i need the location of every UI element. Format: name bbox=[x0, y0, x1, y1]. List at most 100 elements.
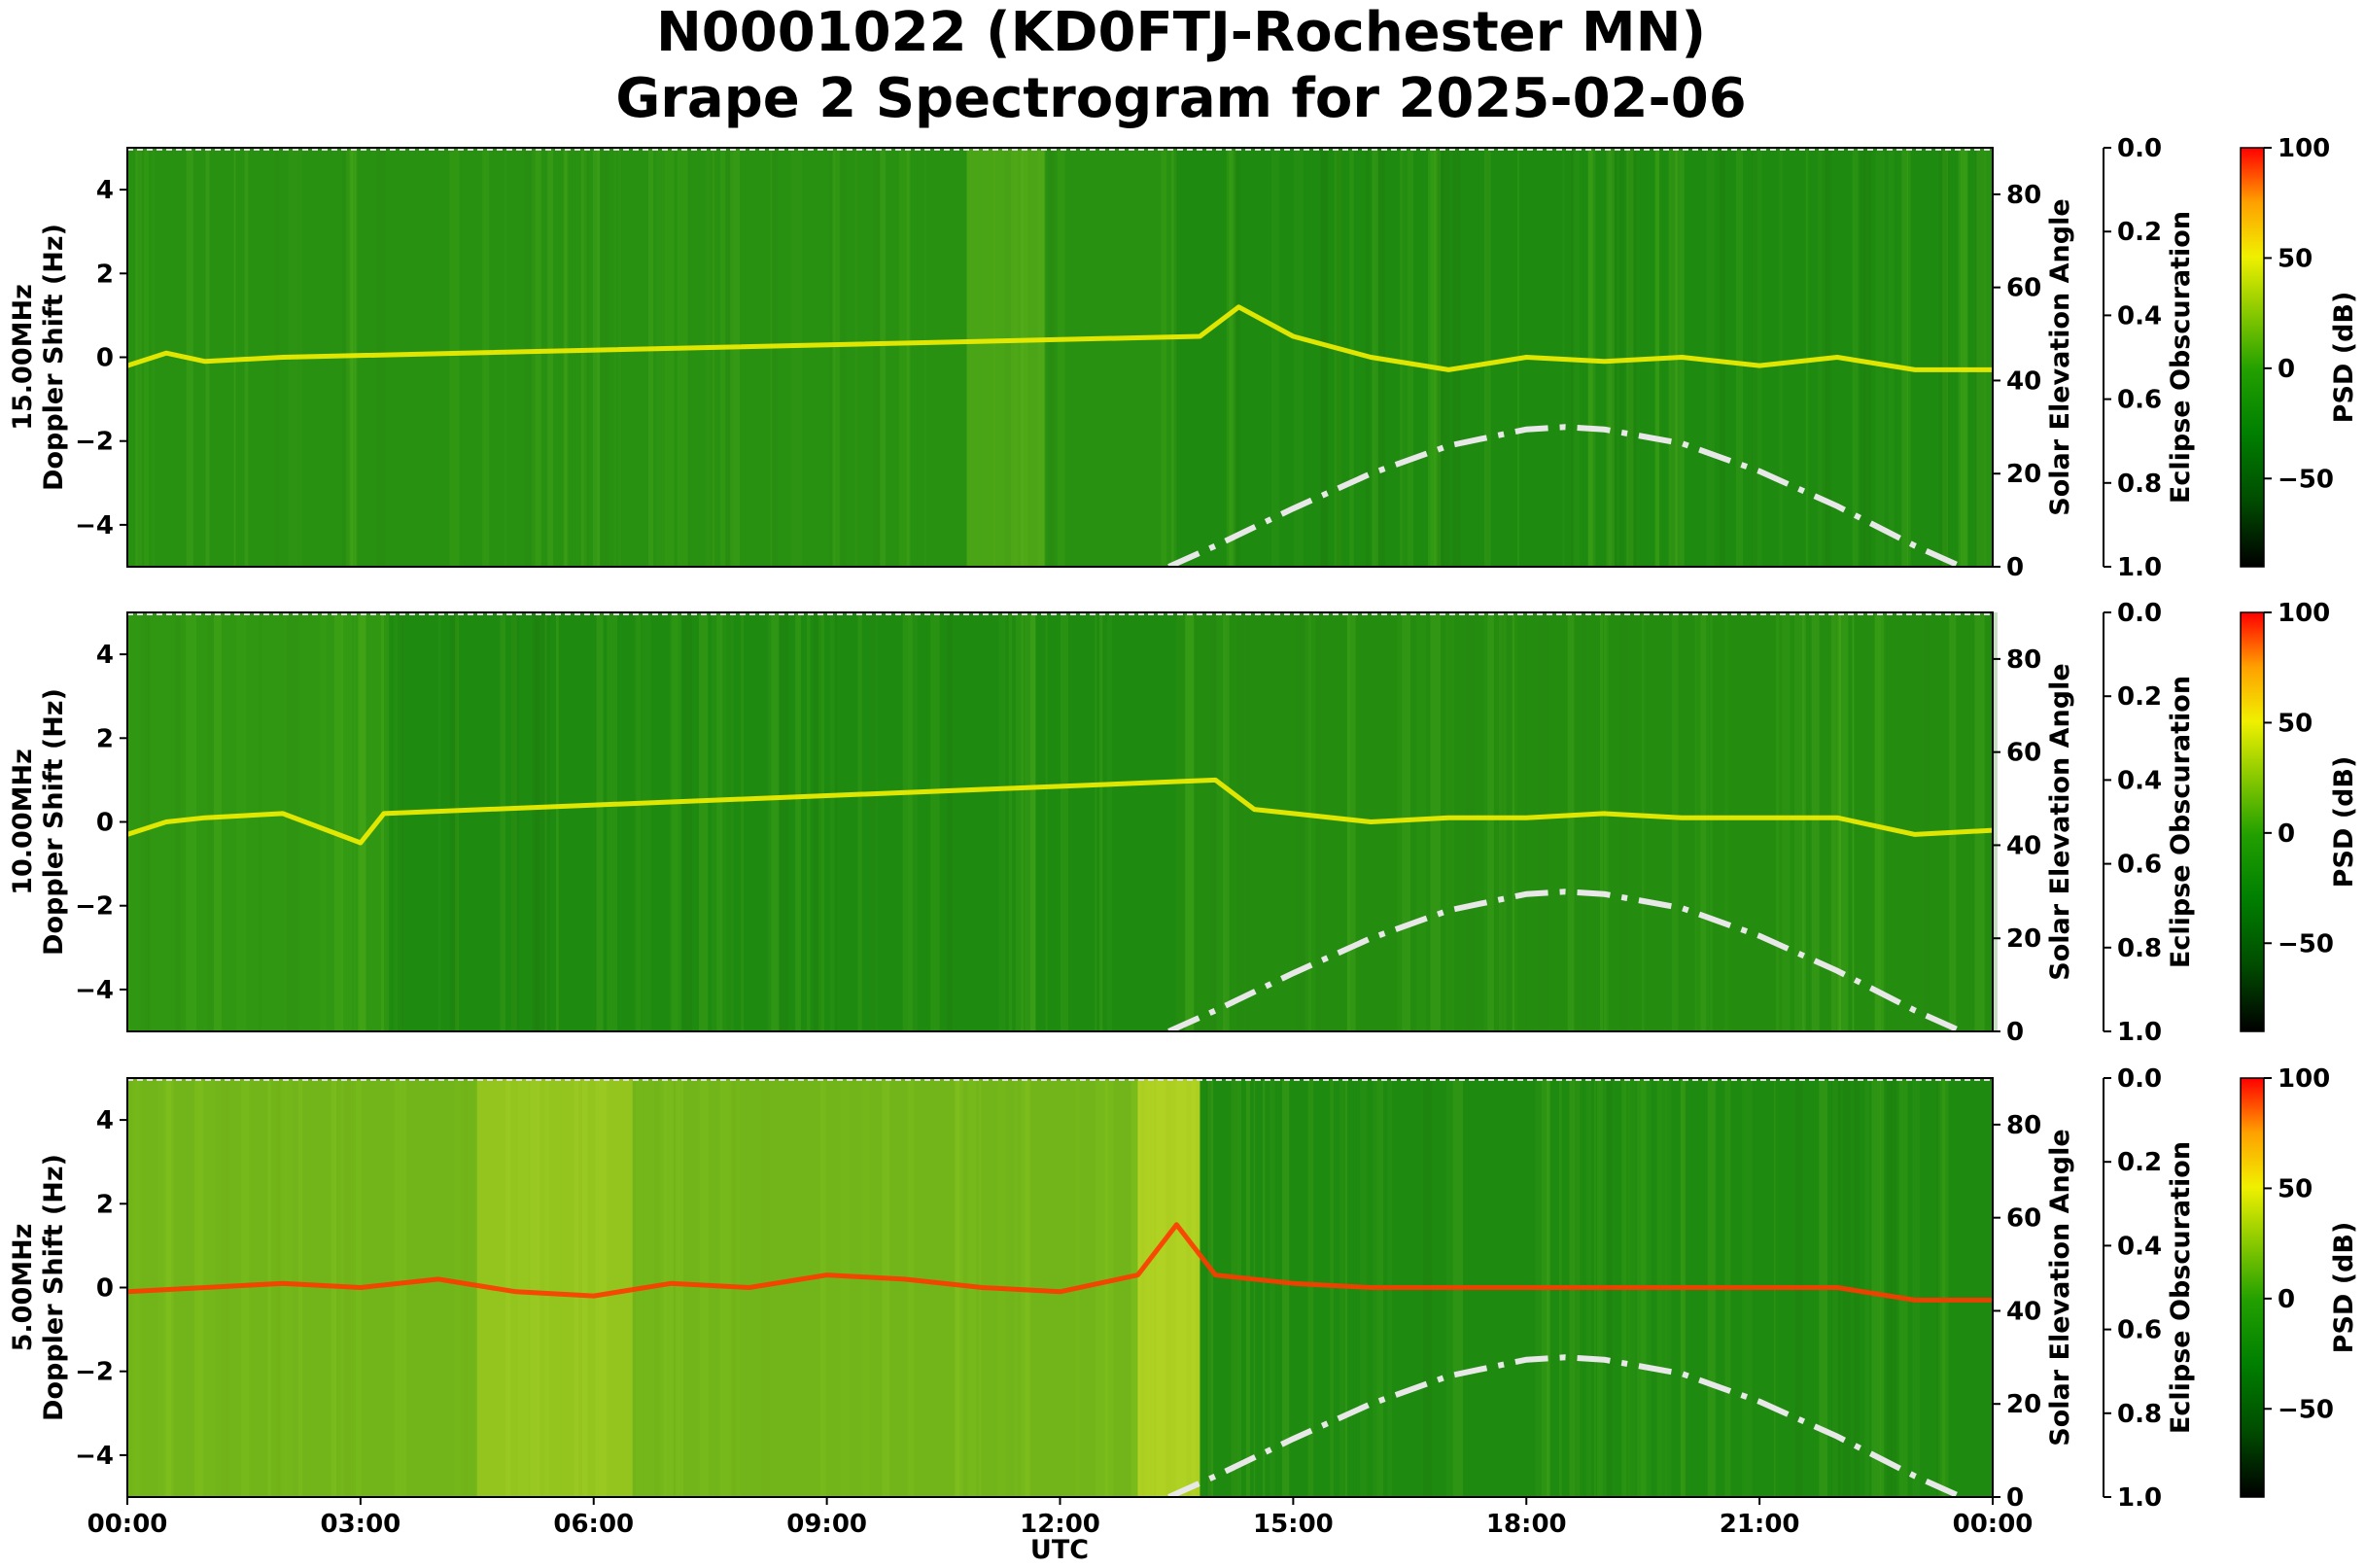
spectrogram-band bbox=[1430, 612, 1441, 1031]
y-tick-label: −4 bbox=[75, 511, 114, 540]
spectrogram-band bbox=[607, 612, 618, 1031]
y-tick-label: 2 bbox=[96, 724, 114, 753]
spectrogram-band bbox=[1452, 148, 1461, 567]
spectrogram-band bbox=[1539, 612, 1549, 1031]
spectrogram-band bbox=[1753, 148, 1762, 567]
doppler-trace bbox=[126, 1222, 1993, 1303]
spectrogram-band bbox=[137, 148, 142, 567]
spectrogram-band bbox=[1095, 612, 1097, 1031]
eclipse-tick-label: 0.6 bbox=[2117, 1316, 2162, 1345]
spectrogram-band bbox=[672, 612, 678, 1031]
spectrogram-band bbox=[236, 612, 247, 1031]
spectrogram-band bbox=[1794, 612, 1805, 1031]
eclipse-tick-label: 0.8 bbox=[2117, 470, 2162, 499]
colorbar-tick-label: −50 bbox=[2278, 1395, 2334, 1424]
spectrogram-band bbox=[359, 612, 367, 1031]
colorbar-tick-label: −50 bbox=[2278, 465, 2334, 494]
spectrogram-band bbox=[1751, 148, 1757, 567]
spectrogram-band bbox=[1567, 612, 1575, 1031]
spectrogram-band bbox=[1588, 148, 1596, 567]
spectrogram-band bbox=[1430, 148, 1438, 567]
spectrogram-band bbox=[719, 148, 726, 567]
spectrogram-band bbox=[1434, 148, 1442, 567]
spectrogram-band bbox=[907, 612, 918, 1031]
spectrogram-band bbox=[1307, 612, 1318, 1031]
spectrogram-band bbox=[712, 148, 715, 567]
spectrogram-band bbox=[1226, 148, 1230, 567]
spectrogram-band bbox=[358, 612, 366, 1031]
spectrogram-band bbox=[741, 612, 745, 1031]
eclipse-axis-label: Eclipse Obscuration bbox=[2166, 676, 2196, 968]
spectrogram-band bbox=[1938, 148, 1947, 567]
y-axis-label-frequency: 15.00MHz bbox=[8, 284, 38, 431]
spectrogram-region bbox=[966, 148, 1045, 567]
right-y-tick-label: 0 bbox=[2006, 553, 2024, 582]
solar-elevation-curve bbox=[1167, 424, 1969, 567]
spectrogram-band bbox=[1008, 612, 1013, 1031]
right-y-tick-label: 40 bbox=[2006, 831, 2041, 860]
spectrogram-band bbox=[592, 148, 601, 567]
spectrogram-band bbox=[1949, 612, 1957, 1031]
spectrogram-band bbox=[1947, 148, 1950, 567]
spectrogram-band bbox=[725, 612, 734, 1031]
doppler-trace bbox=[126, 304, 1993, 372]
spectrogram-band bbox=[1626, 148, 1634, 567]
spectrogram-band bbox=[1435, 148, 1444, 567]
spectrogram-band bbox=[1230, 1078, 1237, 1497]
spectrogram-band bbox=[656, 148, 666, 567]
spectrogram-band bbox=[135, 148, 138, 567]
spectrogram-band bbox=[1315, 612, 1322, 1031]
spectrogram-band bbox=[923, 148, 926, 567]
spectrogram-band bbox=[818, 612, 825, 1031]
spectrogram-band bbox=[556, 612, 559, 1031]
eclipse-tick-label: 0.4 bbox=[2117, 1232, 2162, 1261]
spectrogram-band bbox=[1854, 1078, 1860, 1497]
spectrogram-band bbox=[1050, 148, 1053, 567]
spectrogram-band bbox=[1942, 148, 1949, 567]
spectrogram-band bbox=[1336, 148, 1343, 567]
spectrogram-band bbox=[716, 612, 723, 1031]
spectrogram-band bbox=[1724, 612, 1729, 1031]
y-tick-label: 4 bbox=[96, 176, 114, 205]
spectrogram-band bbox=[1099, 612, 1103, 1031]
spectrogram-band bbox=[1837, 612, 1849, 1031]
spectrogram-band bbox=[1263, 1078, 1266, 1497]
spectrogram-band bbox=[535, 148, 541, 567]
spectrogram-band bbox=[1025, 612, 1036, 1031]
eclipse-tick-label: 0.4 bbox=[2117, 301, 2162, 331]
spectrogram-region bbox=[1137, 1078, 1200, 1497]
spectrogram-band bbox=[320, 612, 327, 1031]
eclipse-tick-label: 0.6 bbox=[2117, 851, 2162, 880]
spectrogram-band bbox=[258, 612, 261, 1031]
y-tick-label: 0 bbox=[96, 1274, 114, 1304]
colorbar bbox=[2240, 1077, 2265, 1498]
spectrogram-band bbox=[1010, 148, 1019, 567]
spectrogram-band bbox=[1882, 612, 1886, 1031]
spectrogram-band bbox=[1985, 148, 1994, 567]
right-y-tick-label: 60 bbox=[2006, 1204, 2041, 1234]
spectrogram-band bbox=[580, 148, 587, 567]
right-y-axis-label: Solar Elevation Angle bbox=[2045, 1129, 2075, 1446]
spectrogram-band bbox=[1245, 1078, 1251, 1497]
spectrogram-band bbox=[642, 612, 651, 1031]
spectrogram-band bbox=[1976, 148, 1986, 567]
spectrogram-band bbox=[687, 148, 691, 567]
spectrogram-band bbox=[600, 148, 609, 567]
spectrogram-band bbox=[1334, 148, 1342, 567]
eclipse-axis-label: Eclipse Obscuration bbox=[2166, 211, 2196, 504]
spectrogram-band bbox=[1448, 612, 1452, 1031]
colorbar-tick-label: −50 bbox=[2278, 929, 2334, 958]
spectrogram-band bbox=[140, 612, 150, 1031]
spectrogram-band bbox=[1048, 148, 1055, 567]
spectrogram-band bbox=[1618, 612, 1629, 1031]
colorbar-tick-label: 50 bbox=[2278, 709, 2313, 738]
eclipse-tick-label: 0.6 bbox=[2117, 386, 2162, 415]
spectrogram-region bbox=[127, 1078, 1200, 1497]
spectrogram-band bbox=[524, 148, 533, 567]
spectrogram-band bbox=[1502, 612, 1513, 1031]
panel-0: −4 −2 0 2 4 15.00MHz Doppler Shift (Hz) 0 20 40 60… bbox=[8, 134, 2359, 582]
spectrogram-band bbox=[1428, 148, 1438, 567]
spectrogram-band bbox=[1837, 612, 1842, 1031]
spectrogram-band bbox=[1805, 148, 1809, 567]
eclipse-tick-label: 0.8 bbox=[2117, 1400, 2162, 1429]
